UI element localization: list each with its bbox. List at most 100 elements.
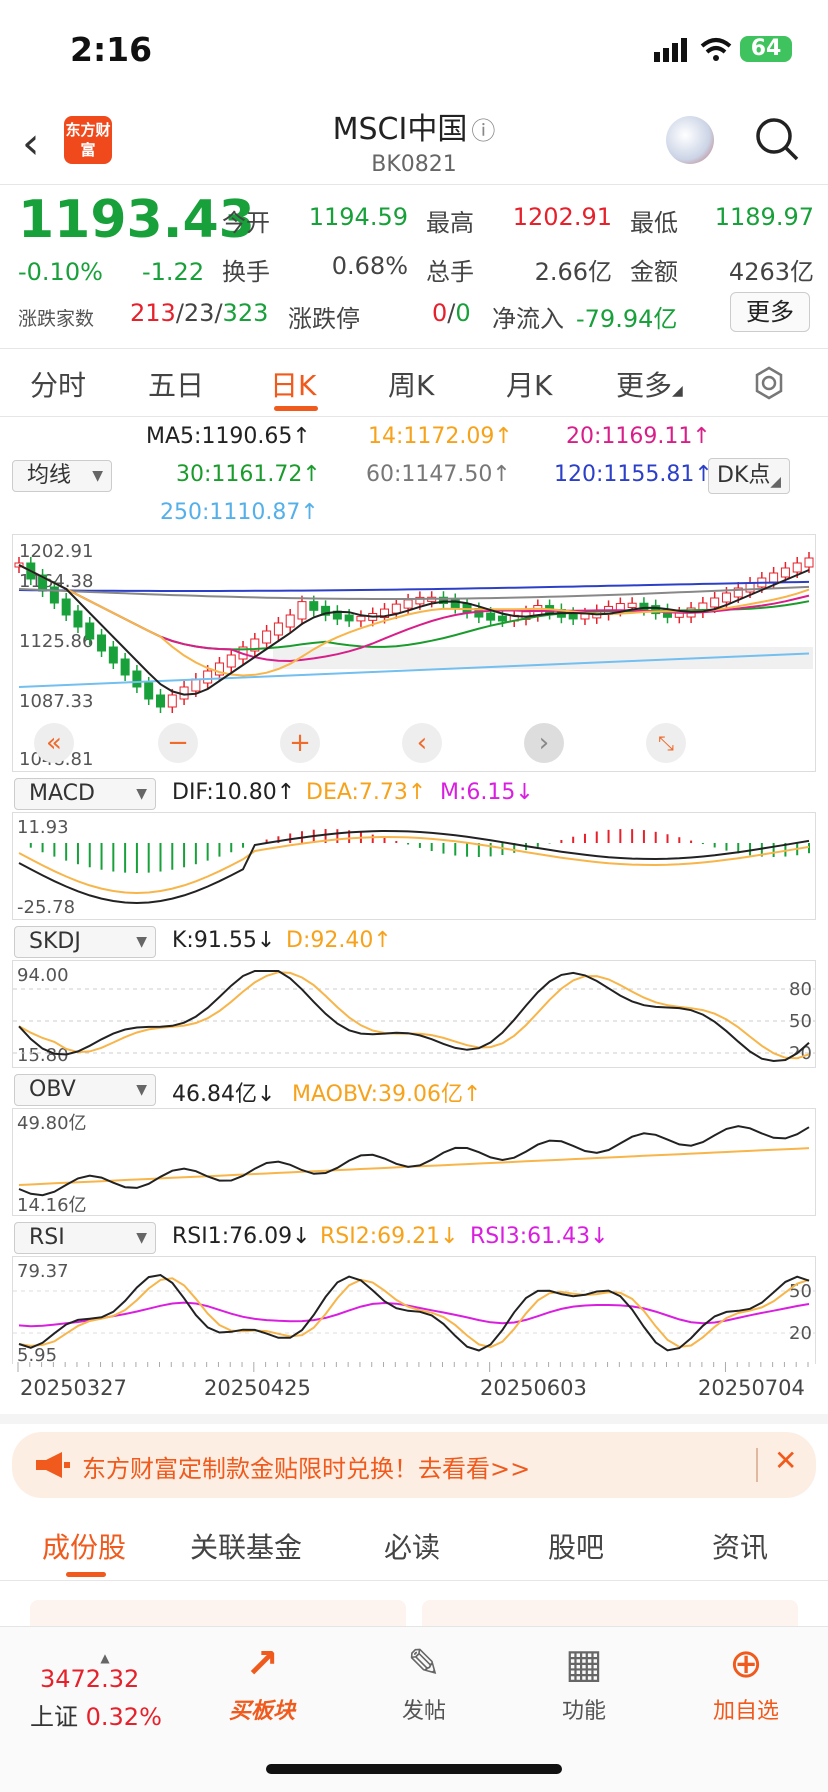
macd-select[interactable]: MACD ▼ [14, 778, 156, 810]
active-tab-underline [274, 406, 318, 411]
tab-must-read[interactable]: 必读 [384, 1531, 441, 1564]
candle [273, 622, 283, 636]
battery-indicator: 64 [740, 36, 792, 62]
tab-news[interactable]: 资讯 [712, 1531, 769, 1564]
add-circle-icon: ⊕ [729, 1641, 763, 1687]
ma120-value: 120:1155.81↑ [554, 462, 713, 487]
scroll-left-icon[interactable]: ‹ [402, 723, 442, 763]
obv-axis-top: 49.80亿 [17, 1113, 87, 1134]
rsi-select[interactable]: RSI ▼ [14, 1222, 156, 1254]
index-change: 0.32% [85, 1703, 162, 1731]
netflow-label: 净流入 [492, 305, 564, 333]
obv-select[interactable]: OBV ▼ [14, 1074, 156, 1106]
candle [651, 605, 661, 615]
tab-monthly-k[interactable]: 月K [506, 369, 553, 402]
zoom-in-icon[interactable]: + [280, 723, 320, 763]
rsi1-value: RSI1:76.09↓ [172, 1224, 311, 1249]
low-value: 1189.97 [714, 203, 814, 231]
turnover-label: 换手 [222, 258, 270, 286]
macd-m: M:6.15↓ [440, 780, 534, 805]
ma120-line [18, 580, 810, 592]
close-icon[interactable]: ✕ [774, 1444, 798, 1477]
candle [226, 654, 236, 668]
candle [108, 646, 118, 664]
tab-intraday[interactable]: 分时 [30, 369, 87, 402]
high-label: 最高 [426, 209, 474, 237]
back-arrow-icon[interactable]: ‹ [22, 118, 40, 169]
candle [497, 615, 507, 622]
candle [285, 614, 295, 628]
tab-five-day[interactable]: 五日 [148, 369, 205, 402]
info-icon[interactable]: ⓘ [471, 117, 496, 145]
page-title: MSCI中国 ⓘ [332, 112, 496, 147]
skdj-d: D:92.40↑ [286, 928, 392, 953]
skdj-chart[interactable]: 94.00 15.80 80 50 20 [12, 960, 816, 1068]
scroll-right-icon[interactable]: › [524, 723, 564, 763]
search-icon[interactable] [754, 116, 800, 162]
rsi-chart[interactable]: 79.37 5.95 50 20 [12, 1256, 816, 1364]
svg-text:20: 20 [789, 1323, 812, 1344]
macd-chart[interactable]: 11.93 -25.78 [12, 812, 816, 920]
tab-more[interactable]: 更多◢ [616, 369, 683, 402]
candle [120, 658, 130, 676]
skdj-select[interactable]: SKDJ ▼ [14, 926, 156, 958]
status-bar: 2:16 64 [0, 0, 828, 100]
settings-gear-icon[interactable] [752, 366, 786, 400]
tab-daily-k[interactable]: 日K [270, 369, 317, 402]
ma-select[interactable]: 均线 ▼ [12, 460, 112, 492]
zoom-fast-back-icon[interactable]: « [34, 723, 74, 763]
tab-related-funds[interactable]: 关联基金 [190, 1531, 303, 1564]
assistant-robot-icon[interactable] [666, 116, 714, 164]
open-label: 今开 [222, 209, 270, 237]
promo-banner[interactable]: 东方财富定制款金贴限时兑换！去看看>> ✕ [12, 1432, 816, 1498]
buy-sector-button[interactable]: ↗ 买板块 [202, 1639, 322, 1725]
macd-dea: DEA:7.73↑ [306, 780, 427, 805]
netflow-value: -79.94亿 [576, 305, 678, 333]
kline-chart[interactable]: 1202.91 1164.38 1125.86 1087.33 1048.81 [12, 534, 816, 772]
current-price: 1193.43 [18, 190, 255, 250]
turnover-value: 0.68% [331, 252, 408, 280]
dk-point-select[interactable]: DK点 ◢ [708, 458, 790, 494]
kline-axis-top: 1202.91 [19, 541, 93, 562]
breadth-values: 213/23/323 [130, 299, 269, 327]
add-watchlist-button[interactable]: ⊕ 加自选 [686, 1639, 806, 1725]
zoom-out-icon[interactable]: − [158, 723, 198, 763]
candle [85, 622, 95, 640]
high-value: 1202.91 [512, 203, 612, 231]
date-label-2: 20250425 [204, 1376, 311, 1400]
post-button[interactable]: ✎ 发帖 [364, 1639, 484, 1725]
candle [297, 601, 307, 620]
wifi-icon [700, 38, 732, 61]
caret-up-icon: ▲ [100, 1651, 110, 1665]
more-quote-button[interactable]: 更多 [730, 292, 810, 332]
svg-text:80: 80 [789, 979, 812, 1000]
date-label-3: 20250603 [480, 1376, 587, 1400]
macd-dif: DIF:10.80↑ [172, 780, 296, 805]
tab-constituents[interactable]: 成份股 [42, 1531, 127, 1564]
fullscreen-icon[interactable]: ⤡ [646, 723, 686, 763]
index-ticker[interactable]: ▲ 3472.32 上证 0.32% [30, 1651, 180, 1732]
candle [627, 602, 637, 609]
candle [250, 638, 260, 652]
candle [486, 612, 496, 621]
candle [391, 603, 401, 614]
amount-value: 4263亿 [728, 258, 814, 286]
buy-sector-icon: ↗ [245, 1641, 279, 1687]
megaphone-icon [36, 1452, 70, 1478]
obv-chart[interactable]: 49.80亿 14.16亿 [12, 1108, 816, 1216]
svg-text:50: 50 [789, 1281, 812, 1302]
status-time: 2:16 [70, 30, 153, 69]
candle [710, 597, 720, 608]
limit-label: 涨跌停 [288, 305, 360, 333]
candle [568, 612, 578, 620]
macd-axis-top: 11.93 [17, 817, 69, 838]
candle [61, 598, 71, 616]
tab-weekly-k[interactable]: 周K [388, 369, 435, 402]
skdj-axis-bottom: 15.80 [17, 1045, 69, 1066]
home-indicator [266, 1764, 562, 1774]
functions-button[interactable]: ▦ 功能 [524, 1639, 644, 1725]
candle [380, 608, 390, 619]
index-name: 上证 [30, 1703, 78, 1731]
tab-forum[interactable]: 股吧 [548, 1531, 605, 1564]
kline-axis-3: 1125.86 [19, 631, 93, 652]
